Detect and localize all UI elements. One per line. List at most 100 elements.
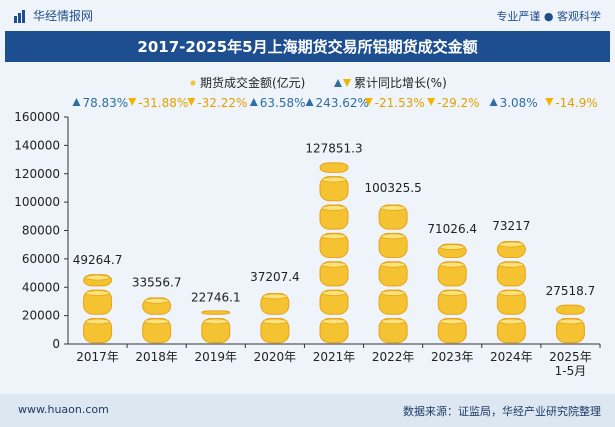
bar-coin-pot-rim: [321, 176, 347, 183]
bar-coin-pot-rim: [203, 318, 229, 325]
bar-value-label: 49264.7: [73, 253, 123, 267]
legend-down-triangle-icon: [343, 79, 351, 87]
y-tick-label: 120000: [14, 167, 60, 181]
legend-bar-label: 期货成交金额(亿元): [200, 75, 305, 90]
x-tick-label: 2022年: [372, 350, 415, 364]
bar-coin-pot-rim: [439, 244, 465, 251]
growth-label: 63.58%: [260, 96, 306, 110]
legend-up-triangle-icon: [334, 79, 342, 87]
bar-value-label: 27518.7: [546, 284, 596, 298]
y-tick-label: 60000: [22, 252, 60, 266]
bar-coin-pot-rim: [498, 241, 524, 248]
brand[interactable]: 华经情报网: [14, 7, 93, 24]
bar-coin-pot: [496, 261, 526, 287]
bar-coin-pot: [437, 317, 467, 344]
bar-coin-pot-rim: [439, 290, 465, 296]
growth-label: 243.62%: [316, 96, 369, 110]
bar-coin-pot: [496, 317, 526, 344]
bar-value-label: 22746.1: [191, 291, 241, 305]
growth-label: -31.88%: [138, 96, 188, 110]
growth-label: 78.83%: [82, 96, 128, 110]
bar-coin-pot-rim: [321, 290, 347, 296]
growth-down-triangle-icon: [187, 98, 196, 106]
y-tick-label: 140000: [14, 138, 60, 152]
bar-coin-pot-rim: [498, 290, 524, 296]
x-tick-label: 2025年: [549, 350, 592, 364]
x-tick-label: 2019年: [195, 350, 238, 364]
growth-label: 3.08%: [500, 96, 538, 110]
y-tick-label: 40000: [22, 280, 60, 294]
footer-source: 数据来源：证监局，华经产业研究院整理: [403, 405, 601, 418]
bar-coin-pot-rim: [321, 205, 347, 211]
bar-coin-pot: [496, 289, 526, 315]
chart-title: 2017-2025年5月上海期货交易所铝期货成交金额: [137, 38, 478, 56]
bar-coin-pot-rim: [144, 297, 170, 304]
growth-down-triangle-icon: [427, 98, 436, 106]
bar-coin-pot: [260, 317, 290, 344]
bar-coin-pot: [378, 232, 408, 258]
bar-value-label: 100325.5: [364, 181, 421, 195]
growth-up-triangle-icon: [489, 98, 498, 106]
bar-coin-pot: [319, 162, 349, 173]
y-tick-label: 20000: [22, 309, 60, 323]
x-tick-label: 2024年: [490, 350, 533, 364]
y-tick-label: 80000: [22, 224, 60, 238]
x-tick-label: 2020年: [254, 350, 297, 364]
bar-coin-pot-rim: [262, 293, 288, 300]
bar-coin-pot-rim: [85, 274, 110, 281]
bar-coin-pot-rim: [144, 318, 170, 325]
bar-coin-pot-rim: [262, 318, 288, 325]
footer-url[interactable]: www.huaon.com: [18, 403, 109, 416]
y-tick-label: 100000: [14, 195, 60, 209]
bar-coin-pot: [319, 232, 349, 258]
bar-coin-pot: [437, 261, 467, 287]
x-tick-label: 2018年: [135, 350, 178, 364]
bar-coin-pot: [319, 204, 349, 230]
bar-coin-pot-rim: [321, 261, 347, 268]
growth-down-triangle-icon: [545, 98, 554, 106]
bar-coin-pot: [319, 176, 349, 202]
growth-down-triangle-icon: [364, 98, 373, 106]
bar-coin-pot-rim: [498, 318, 524, 325]
brand-name: 华经情报网: [33, 9, 94, 23]
bar-coin-pot: [378, 261, 408, 287]
bar-value-label: 73217: [492, 219, 530, 233]
bar-coin-pot-rim: [380, 205, 406, 211]
top-bar: 华经情报网 专业严谨 ● 客观科学: [0, 0, 615, 30]
bar-coin-pot-rim: [439, 261, 465, 268]
bar-coin-pot: [142, 317, 172, 344]
bar-coin-pot: [83, 317, 113, 344]
brand-logo-icon: [14, 9, 25, 23]
x-tick-label: 2023年: [431, 350, 474, 364]
bar-coin-pot-rim: [439, 318, 465, 325]
bar-coin-pot: [201, 317, 231, 344]
bar-coin-pot: [201, 310, 231, 315]
y-tick-label: 160000: [14, 110, 60, 124]
bar-coin-pot: [83, 289, 113, 315]
bar-coin-pot-rim: [498, 261, 524, 268]
bar-coin-pot: [378, 317, 408, 344]
legend-growth-label: 累计同比增长(%): [354, 76, 447, 90]
growth-label: -14.9%: [555, 96, 597, 110]
bar-coin-pot: [378, 289, 408, 315]
bar-coin-pot: [319, 289, 349, 315]
bar-coin-pot: [555, 304, 585, 315]
growth-label: -29.2%: [437, 96, 479, 110]
growth-label: -21.53%: [375, 96, 425, 110]
footer: www.huaon.com 数据来源：证监局，华经产业研究院整理: [0, 394, 615, 427]
bar-coin-pot-rim: [321, 318, 347, 325]
bar-coin-pot: [437, 289, 467, 315]
growth-up-triangle-icon: [72, 98, 81, 106]
bar-value-label: 71026.4: [427, 222, 477, 236]
bar-coin-pot-rim: [85, 318, 110, 325]
growth-down-triangle-icon: [128, 98, 137, 106]
x-tick-label: 2017年: [76, 350, 119, 364]
y-tick-label: 0: [52, 337, 60, 351]
chart: 0 20000 40000 60000 80000 100000 120000 140000 1…: [14, 75, 601, 378]
bar-coin-pot: [378, 204, 408, 230]
chart-title-bar: 2017-2025年5月上海期货交易所铝期货成交金额: [5, 31, 610, 62]
growth-up-triangle-icon: [249, 98, 258, 106]
bar-coin-pot-rim: [380, 290, 406, 296]
x-tick-label: 2021年: [313, 350, 356, 364]
tagline: 专业严谨 ● 客观科学: [496, 10, 601, 23]
